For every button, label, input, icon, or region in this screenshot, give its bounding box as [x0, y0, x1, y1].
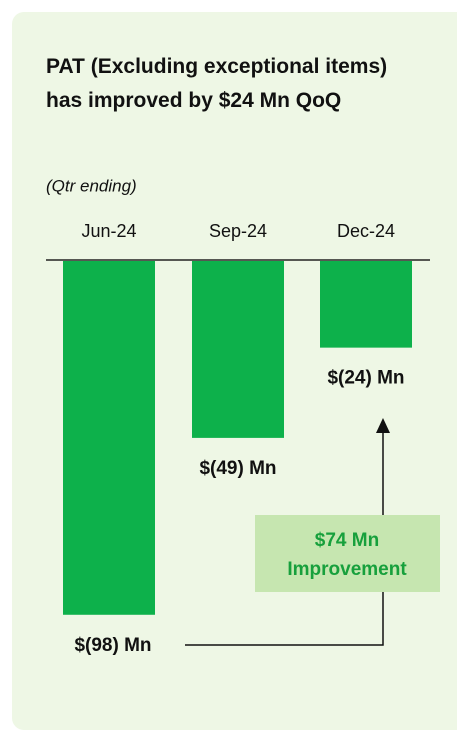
annotation-box: [255, 515, 440, 592]
x-tick-label: Dec-24: [337, 221, 395, 241]
arrow-head: [376, 418, 390, 433]
value-label: $(49) Mn: [199, 458, 276, 479]
value-label: $(24) Mn: [327, 368, 404, 389]
chart-title: PAT (Excluding exceptional items) has im…: [46, 55, 388, 112]
x-tick-label: Sep-24: [209, 221, 267, 241]
bar: [320, 261, 412, 348]
bar: [63, 261, 155, 615]
chart-subtitle: (Qtr ending): [46, 176, 137, 195]
annotation: Improvement: [287, 559, 407, 580]
arrow-line: [185, 432, 384, 646]
annotation: $74 Mn: [315, 530, 379, 551]
x-tick-label: Jun-24: [81, 221, 136, 241]
value-label: $(98) Mn: [74, 635, 151, 656]
bar: [192, 261, 284, 438]
